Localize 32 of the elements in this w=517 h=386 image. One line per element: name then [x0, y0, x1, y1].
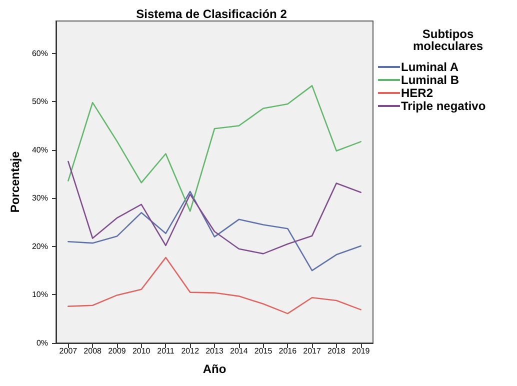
y-tick-label: 30% [32, 194, 48, 203]
x-tick-label: 2018 [328, 346, 346, 356]
line-series [68, 85, 362, 212]
legend-label: Luminal A [401, 60, 459, 74]
line-series [68, 256, 362, 314]
x-tick-label: 2012 [181, 346, 200, 356]
legend-label: HER2 [401, 86, 434, 100]
x-tick-label: 2008 [84, 346, 102, 356]
line-series [68, 190, 362, 272]
x-tick-label: 2009 [108, 346, 126, 356]
x-tick-label: 2010 [132, 346, 151, 356]
y-tick-label: 50% [32, 97, 48, 106]
y-tick-label: 60% [32, 48, 48, 58]
x-tick-label: 2013 [206, 346, 224, 356]
x-tick-label: 2014 [230, 346, 248, 356]
x-tick-label: 2019 [352, 346, 370, 356]
x-tick-label: 2011 [157, 346, 175, 356]
line-series [68, 160, 362, 254]
chart-title: Sistema de Clasificación 2 [136, 7, 288, 21]
legend-label: Triple negativo [401, 99, 486, 113]
y-tick-label: 40% [32, 145, 48, 154]
legend-label: Luminal B [401, 73, 460, 87]
x-tick-label: 2017 [303, 346, 322, 356]
legend-title: Subtipos moleculares [412, 27, 484, 53]
x-axis-title: Año [202, 362, 226, 376]
y-axis-title: Porcentaje [8, 150, 22, 213]
y-tick-label: 0% [36, 338, 48, 348]
x-tick-label: 2015 [254, 346, 273, 356]
y-tick-label: 10% [32, 290, 48, 300]
x-tick-label: 2016 [278, 346, 298, 356]
y-tick-label: 20% [32, 242, 48, 251]
x-tick-label: 2007 [59, 346, 78, 356]
